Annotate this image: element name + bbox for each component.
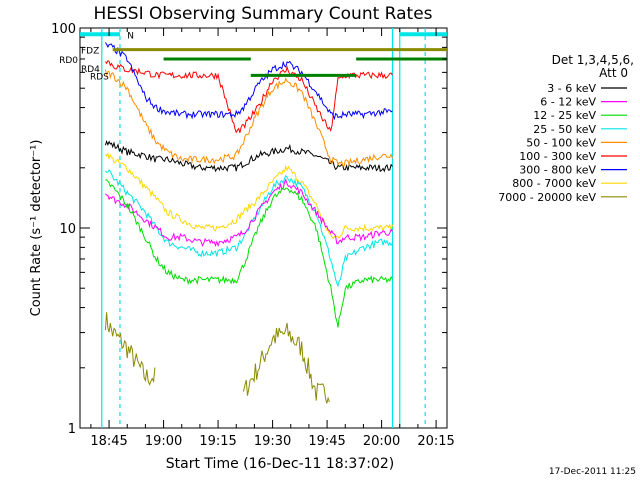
series-line-7000-20000-kev — [104, 312, 156, 386]
flag-label: RDS — [90, 72, 109, 82]
series-line-25-50-kev — [105, 169, 393, 288]
y-tick-label: 10 — [59, 222, 76, 237]
legend-header-line2: Att 0 — [599, 66, 628, 80]
series-line-50-100-kev — [104, 69, 393, 167]
legend-label: 3 - 6 keV — [547, 82, 596, 95]
y-tick-label: 1 — [68, 422, 76, 437]
series-line-7000-20000-kev — [243, 322, 330, 404]
x-tick-label: 19:30 — [254, 434, 291, 449]
y-axis-label: Count Rate (s⁻¹ detector⁻¹) — [29, 140, 44, 317]
legend-label: 7000 - 20000 keV — [498, 191, 596, 204]
x-axis-label: Start Time (16-Dec-11 18:37:02) — [166, 456, 394, 472]
legend-label: 12 - 25 keV — [533, 109, 596, 122]
flag-label: RD0 — [59, 56, 78, 66]
legend-label: 300 - 800 keV — [519, 164, 596, 177]
series-line-12-25-kev — [105, 179, 393, 328]
flag-label: N — [127, 31, 134, 41]
chart-title: HESSI Observing Summary Count Rates — [93, 4, 432, 24]
series-line-3-6-kev — [104, 140, 393, 173]
x-tick-label: 19:45 — [308, 434, 345, 449]
legend-label: 25 - 50 keV — [533, 123, 596, 136]
legend-label: 50 - 100 keV — [526, 136, 596, 149]
x-tick-label: 18:45 — [90, 434, 127, 449]
series-line-300-800-kev — [104, 42, 393, 121]
series-line-100-300-kev — [104, 59, 393, 134]
x-tick-label: 19:00 — [145, 434, 182, 449]
legend-label: 800 - 7000 keV — [512, 177, 596, 190]
legend-label: 100 - 300 keV — [519, 150, 596, 163]
x-tick-label: 20:00 — [363, 434, 400, 449]
series-line-6-12-kev — [105, 178, 393, 248]
series-line-800-7000-kev — [104, 152, 393, 240]
y-tick-label: 100 — [51, 22, 76, 37]
legend-label: 6 - 12 keV — [540, 96, 596, 109]
flag-label: RD4 — [81, 65, 100, 75]
x-tick-label: 20:15 — [417, 434, 454, 449]
flag-label: FDZ — [81, 47, 99, 57]
timestamp: 17-Dec-2011 11:25 — [549, 467, 636, 477]
x-tick-label: 19:15 — [199, 434, 236, 449]
legend-header-line1: Det 1,3,4,5,6, — [552, 53, 634, 67]
